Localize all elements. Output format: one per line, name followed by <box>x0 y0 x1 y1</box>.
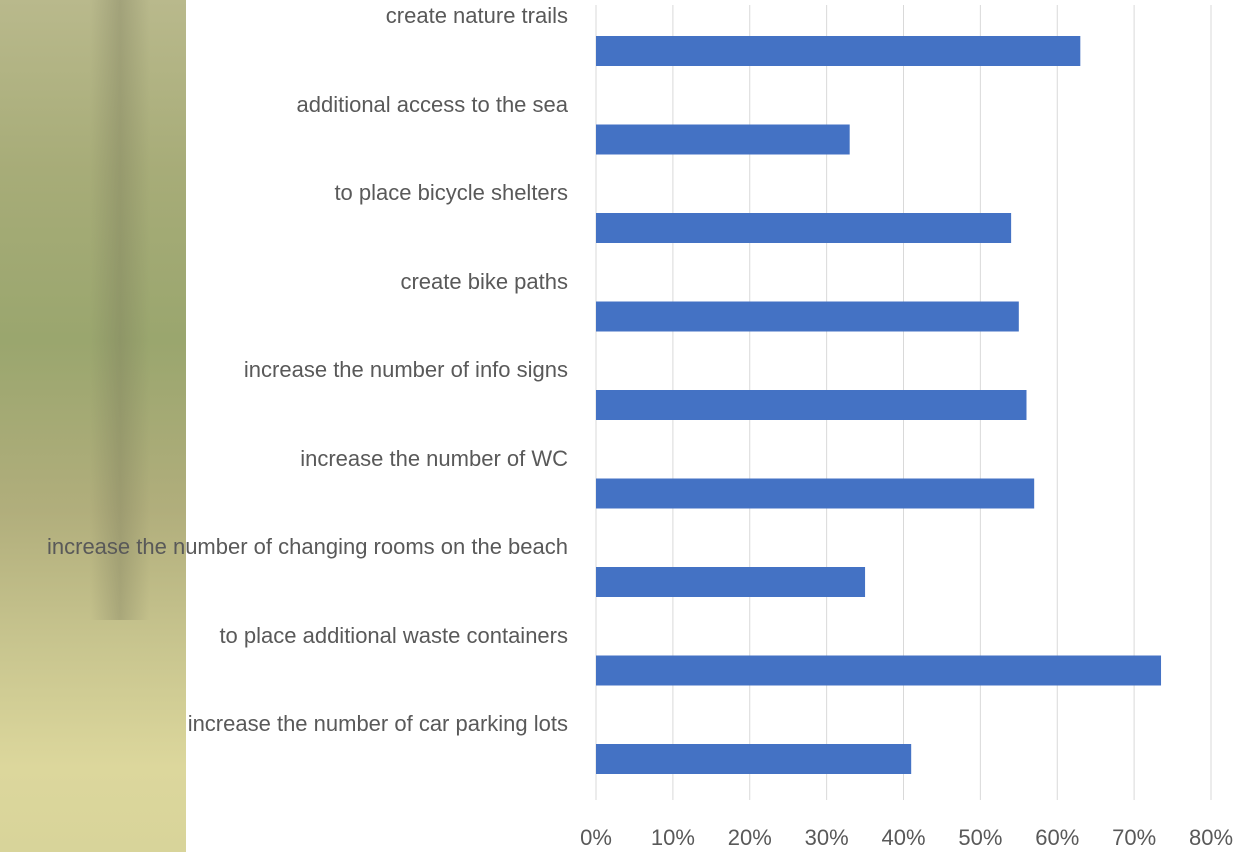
x-tick-label: 50% <box>958 825 1003 850</box>
x-tick-label: 10% <box>650 825 695 850</box>
category-label: to place bicycle shelters <box>334 180 568 205</box>
category-label: increase the number of info signs <box>243 357 568 382</box>
bar <box>596 567 866 597</box>
bar <box>596 213 1012 243</box>
category-label: increase the number of car parking lots <box>187 711 568 736</box>
background-trunk <box>90 0 150 620</box>
x-tick-label: 40% <box>881 825 926 850</box>
category-label: increase the number of changing rooms on… <box>47 534 568 559</box>
x-tick-label: 70% <box>1112 825 1157 850</box>
background-image <box>0 0 186 852</box>
category-label: create bike paths <box>400 268 568 294</box>
bar <box>596 124 850 155</box>
category-label: create nature trails <box>385 3 568 28</box>
bar <box>596 36 1081 66</box>
x-tick-label: 20% <box>727 825 772 850</box>
bar <box>596 301 1019 332</box>
category-label: to place additional waste containers <box>219 622 568 648</box>
x-tick-label: 60% <box>1035 825 1080 850</box>
bar <box>596 390 1027 420</box>
category-label: additional access to the sea <box>296 91 568 117</box>
bar <box>596 478 1035 509</box>
bar <box>596 655 1162 686</box>
x-tick-label: 30% <box>804 825 849 850</box>
category-label: increase the number of WC <box>300 445 568 471</box>
x-tick-label: 80% <box>1188 825 1234 850</box>
bar <box>596 744 912 774</box>
x-tick-label: 0% <box>580 825 612 850</box>
